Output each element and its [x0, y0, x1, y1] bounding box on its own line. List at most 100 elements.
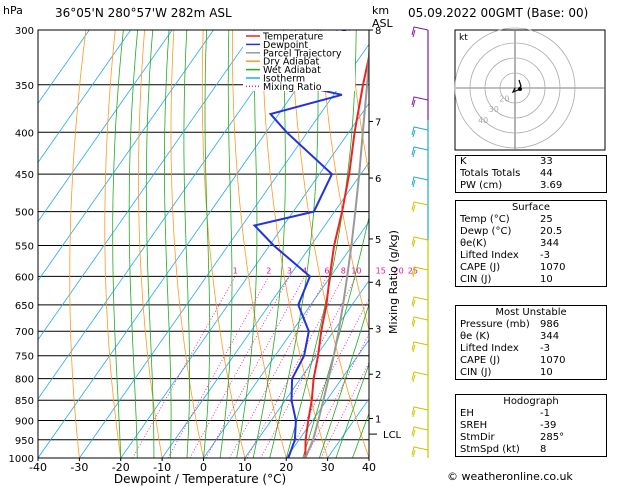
- wind-barb: [411, 341, 429, 353]
- date-header: 05.09.2022 00GMT (Base: 00): [408, 6, 589, 20]
- wind-barb: [411, 426, 429, 438]
- surface-title: Surface: [511, 202, 551, 213]
- wet-adiabat-line: [203, 30, 211, 458]
- table-row: Pressure (mb) 986: [460, 319, 560, 330]
- mixing-ratio-label: 8: [341, 266, 346, 275]
- dry-adiabat-line: [290, 30, 369, 458]
- hodograph-ring-label: 30: [489, 105, 499, 114]
- hodograph-ring: [484, 57, 546, 119]
- isotherm-line: [38, 30, 90, 104]
- x-tick-label: -30: [70, 461, 88, 474]
- mixing-ratio-line: [260, 276, 357, 458]
- x-tick-label: -40: [29, 461, 47, 474]
- km-tick-label: 4: [375, 278, 381, 289]
- x-tick-label: 40: [362, 461, 376, 474]
- pressure-tick-label: 900: [15, 417, 34, 428]
- mixing-ratio-label: 10: [351, 266, 361, 275]
- isotherm-line: [79, 43, 369, 458]
- table-row: StmSpd (kt) 8: [460, 444, 547, 455]
- hodograph-table: Hodograph EH -1 SREH -39 StmDir 285° StmSpd…: [455, 394, 607, 457]
- km-tick-label: 1: [375, 415, 381, 426]
- mixing-ratio-line: [305, 333, 369, 458]
- dry-adiabat-line: [138, 30, 163, 458]
- hodograph-ring-label: 40: [478, 116, 488, 125]
- x-tick-label: 0: [200, 461, 207, 474]
- x-tick-label: 10: [238, 461, 252, 474]
- isotherm-line: [161, 161, 369, 458]
- isotherm-line: [244, 280, 369, 458]
- table-row: CIN (J) 10: [460, 274, 553, 285]
- mixing-ratio-label: 2: [266, 266, 271, 275]
- dry-adiabat-line: [69, 30, 87, 458]
- index-row-pw: PW (cm) 3.69: [460, 180, 563, 191]
- mixing-ratio-line: [189, 276, 290, 458]
- table-row: Lifted Index -3: [460, 343, 550, 354]
- most-unstable-title: Most Unstable: [495, 307, 567, 318]
- hodograph-kt-label: kt: [459, 33, 468, 43]
- dry-adiabat-line: [320, 30, 369, 331]
- km-tick-label: 8: [375, 26, 381, 37]
- pressure-tick-label: 800: [15, 375, 34, 386]
- legend-label: Dewpoint: [263, 40, 308, 51]
- pressure-tick-label: 950: [15, 436, 34, 447]
- legend-label: Parcel Trajectory: [263, 48, 342, 59]
- table-row: SREH -39: [460, 420, 557, 431]
- table-row: Temp (°C) 25: [460, 214, 553, 225]
- mixing-ratio-line: [205, 276, 306, 458]
- wind-barb: [411, 446, 429, 458]
- isotherm-line: [203, 220, 369, 458]
- wind-barb: [411, 96, 429, 108]
- isotherm-line: [38, 30, 132, 164]
- x-axis-label: Dewpoint / Temperature (°C): [114, 472, 286, 486]
- pressure-tick-label: 750: [15, 352, 34, 363]
- pressure-tick-label: 650: [15, 301, 34, 312]
- table-row: StmDir 285°: [460, 432, 565, 443]
- mixing-ratio-line: [320, 361, 369, 458]
- legend-label: Wet Adiabat: [263, 65, 321, 76]
- index-row-totals: Totals Totals 44: [460, 168, 553, 179]
- table-row: CIN (J) 10: [460, 367, 553, 378]
- x-tick-label: -10: [153, 461, 171, 474]
- surface-table: Surface Temp (°C) 25 Dewp (°C) 20.5 θe(K) 3…: [455, 200, 607, 287]
- dry-adiabat-line: [614, 30, 629, 458]
- mixing-ratio-axis-label: Mixing Ratio (g/kg): [387, 230, 400, 334]
- pressure-tick-label: 300: [15, 26, 34, 37]
- dry-adiabat-line: [170, 30, 204, 458]
- asl-label: ASL: [372, 17, 394, 30]
- wind-barb: [411, 126, 429, 138]
- table-row: CAPE (J) 1070: [460, 355, 566, 366]
- legend-label: Mixing Ratio: [263, 82, 322, 93]
- index-row-k: K 33: [460, 156, 553, 167]
- wind-barb: [411, 146, 429, 158]
- wet-adiabat-line: [183, 30, 191, 458]
- location-header: 36°05'N 280°57'W 282m ASL: [55, 6, 232, 20]
- legend-label: Temperature: [262, 32, 323, 43]
- wet-adiabat-line: [335, 362, 369, 458]
- hodograph-ring: [499, 72, 531, 104]
- most-unstable-table: Most Unstable Pressure (mb) 986 θe (K) 344…: [455, 305, 607, 380]
- plot-frame: [37, 29, 370, 459]
- wet-adiabat-line: [128, 30, 138, 458]
- hodograph-ring: [469, 42, 561, 134]
- km-tick-label: 3: [375, 325, 381, 336]
- wet-adiabat-line: [252, 30, 286, 458]
- pressure-tick-label: 350: [15, 81, 34, 92]
- pressure-tick-label: 550: [15, 241, 34, 252]
- wet-adiabat-line: [302, 215, 369, 458]
- hodograph-trace: [511, 79, 522, 94]
- dry-adiabat-line: [349, 30, 369, 177]
- wind-barb: [411, 26, 429, 38]
- hodograph-title: Hodograph: [503, 396, 559, 407]
- mixing-ratio-label: 1: [233, 266, 238, 275]
- mixing-ratio-line: [167, 276, 270, 458]
- mixing-ratio-line: [246, 276, 344, 458]
- pressure-tick-label: 450: [15, 170, 34, 181]
- pressure-tick-label: 500: [15, 208, 34, 219]
- legend-box: [243, 31, 355, 91]
- x-tick-label: -20: [112, 461, 130, 474]
- indices-table: K 33 Totals Totals 44 PW (cm) 3.69: [455, 155, 607, 193]
- wet-adiabat-line: [285, 30, 357, 458]
- km-tick-label: 6: [375, 174, 381, 185]
- parcel-trajectory-profile: [304, 40, 369, 458]
